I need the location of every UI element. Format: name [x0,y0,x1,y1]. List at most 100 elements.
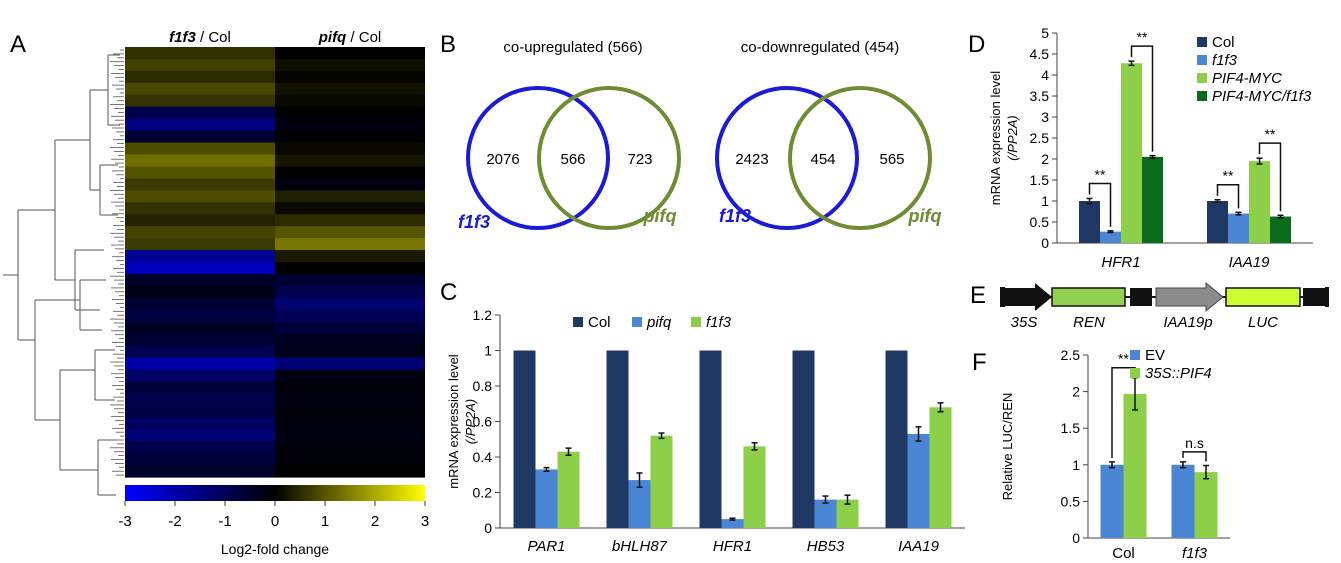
legend-swatch [1197,55,1207,65]
promoter-iaa19p-arrow [1155,281,1224,313]
heatmap-cell [275,441,425,454]
panel-b: B co-upregulated (566) 2076 566 723 f1f3… [440,31,942,232]
heatmap-cell [275,357,425,371]
bar-pif4-myc-f1f3 [1270,216,1291,243]
heatmap-cell [275,393,425,406]
panel-c-letter: C [440,279,457,306]
promoter-35s-arrow [1005,283,1052,311]
y-tick-label: 3.5 [1030,88,1050,104]
significance-bracket [1258,142,1282,212]
bar-pifq [535,469,558,528]
venn-down-circle-f1f3 [715,86,859,230]
legend-swatch [1197,73,1207,83]
category-label: bHLH87 [612,538,668,555]
category-label: HFR1 [713,538,752,555]
terminator-1-box [1130,288,1152,306]
bar-f1f3 [929,407,952,528]
heatmap-cell [275,82,425,96]
y-tick-label: 1 [484,343,492,359]
legend-label: Col [1212,34,1235,51]
heatmap-cell [275,262,425,275]
panel-d: D 0 0.5 1 1.5 2 2.5 3 3.5 4 4.5 5 mRNA expression l… [968,25,1313,271]
venn-up-title: co-upregulated (566) [503,39,642,56]
panel-e: E 35S REN IAA19p LUC [970,281,1329,331]
y-tick-label: 0.5 [1061,493,1081,509]
dendrogram [3,54,120,496]
bar-pifq [907,433,930,528]
category-label: f1f3 [1182,545,1208,562]
heatmap-cell [275,47,425,60]
bar-pif4-myc [1249,161,1270,243]
y-tick-label: 0 [1072,530,1080,546]
heatmap-cell [275,285,425,299]
y-tick-label: 5 [1041,25,1049,41]
heatmap-cell [125,285,275,299]
legend-swatch [1197,91,1207,101]
significance-bracket [1130,45,1154,152]
bar-f1f3 [650,435,673,528]
heatmap-cell [125,357,275,371]
heatmap-cell [275,226,425,239]
heatmap-cell [125,465,275,478]
bar-f1f3 [1228,213,1249,243]
bar-pifq [628,480,651,528]
y-axis-label: mRNA expression level [446,354,461,488]
bar-pif4-myc [1121,63,1142,243]
y-tick-label: 4.5 [1030,46,1050,62]
legend-swatch [573,317,583,327]
venn-up-left-name: f1f3 [458,212,490,232]
venn-up-overlap-count: 566 [560,151,585,168]
heatmap-cell [275,309,425,323]
bar-f1f3 [557,451,580,528]
y-tick-label: 4 [1041,67,1049,83]
heatmap-cell [125,309,275,323]
legend-swatch [1130,350,1140,360]
heatmap-cell [125,273,275,287]
y-tick-label: 2 [1072,384,1080,400]
significance-bracket [1216,183,1240,209]
heatmap-cell [125,441,275,454]
heatmap-cell [125,166,275,179]
legend-label: pifq [646,314,672,331]
bar-f1f3 [1100,231,1121,243]
venn-up-right-count: 723 [627,151,652,168]
colorbar-tick-label: 3 [421,513,429,530]
legend-swatch [632,317,642,327]
bar-ev [1171,464,1195,538]
bar-35s-pif4 [1123,393,1147,538]
heatmap-cell [275,345,425,359]
category-label: HFR1 [1101,254,1140,271]
significance-label: ** [1118,351,1129,367]
colorbar-tick-label: -2 [168,513,181,530]
bar-col [699,350,722,528]
y-tick-label: 1 [1041,193,1049,209]
legend-swatch [1130,368,1140,378]
legend-label: f1f3 [706,314,732,331]
legend-swatch [691,317,701,327]
bar-col [513,350,536,528]
category-label: HB53 [807,538,845,555]
y-tick-label: 1.5 [1030,172,1050,188]
heatmap-cell [125,250,275,263]
category-label: IAA19 [898,538,940,555]
heatmap-cell [275,333,425,347]
heatmap-cell [275,130,425,144]
significance-label: ** [1223,168,1234,184]
heatmap-cell [125,82,275,96]
heatmap-cell [125,321,275,335]
chart-f: 0 0.5 1 1.5 2 2.5 Relative LUC/REN Col f1f3 ** n.s… [1000,347,1230,562]
colorbar-tick-label: 2 [371,513,379,530]
heatmap-cell [125,226,275,239]
legend-label: EV [1145,347,1165,364]
venn-down-circle-pifq [788,86,932,230]
heatmap-cell [275,250,425,263]
panel-a-letter: A [10,31,26,58]
venn-down-right-name: pifq [908,206,942,226]
heatmap-cell [125,47,275,60]
label-iaa19p: IAA19p [1163,314,1212,331]
venn-up-right-name: pifq [643,206,677,226]
panel-e-letter: E [970,282,986,309]
heatmap-cell [125,106,275,120]
venn-down-left-name: f1f3 [719,206,751,226]
y-tick-label: 2.5 [1061,347,1081,363]
